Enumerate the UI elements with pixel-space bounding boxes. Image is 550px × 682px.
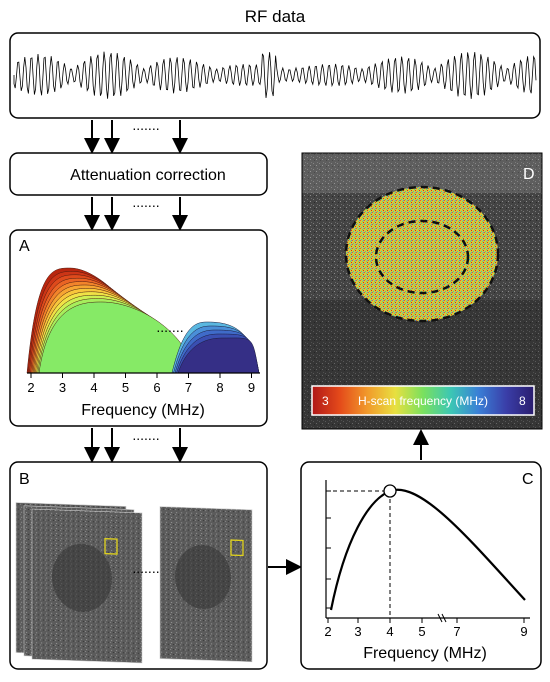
panel-a-ticks: 2 3 4 5 6 7 8 9 [27, 373, 255, 395]
panel-d-frame [301, 152, 543, 430]
panel-b-dots: ....... [132, 560, 159, 576]
colorbar-min-label: 3 [322, 394, 329, 408]
panel-a-tick-label: 5 [122, 380, 129, 395]
attenuation-box [9, 152, 268, 196]
panel-c-tick-label: 7 [453, 624, 460, 639]
panel-c [300, 461, 542, 670]
h-scan-overlay [346, 187, 498, 321]
arrows-rf-to-attenuation [84, 120, 188, 154]
cool-spectrum-5 [177, 337, 260, 374]
ultrasound-stack-left [15, 502, 143, 664]
colorbar [311, 385, 535, 416]
lesion-left [52, 543, 112, 612]
attenuation-label: Attenuation correction [70, 167, 226, 184]
cool-spectra [171, 321, 260, 374]
panel-c-xlabel: Frequency (MHz) [363, 645, 487, 662]
panel-a-tick-label: 7 [185, 380, 192, 395]
panel-c-tick-label: 2 [324, 624, 331, 639]
arrows-dots-1: ....... [132, 117, 159, 133]
colorbar-label: H-scan frequency (MHz) [358, 394, 488, 408]
panel-a-xlabel: Frequency (MHz) [81, 402, 205, 419]
arrows-a-to-b [84, 428, 188, 463]
roi-box-right [230, 539, 244, 557]
outer-contour [344, 185, 500, 323]
inner-contour [374, 219, 470, 295]
panel-c-tick-label: 9 [520, 624, 527, 639]
panel-b-letter: B [19, 471, 30, 488]
panel-a-tick-label: 6 [153, 380, 160, 395]
panel-c-letter: C [522, 471, 534, 488]
ultrasound-frame-right [159, 506, 253, 663]
panel-c-tick-label: 4 [386, 624, 393, 639]
axis-break [437, 613, 447, 623]
panel-a-tick-label: 3 [59, 380, 66, 395]
rf-waveform [13, 51, 537, 99]
rf-data-title: RF data [245, 7, 306, 26]
panel-c-tick-label: 5 [418, 624, 425, 639]
panel-c-tick-label: 3 [354, 624, 361, 639]
panel-d-letter: D [523, 166, 535, 183]
arrows-attenuation-to-a [84, 197, 188, 231]
panel-a-tick-label: 8 [216, 380, 223, 395]
roi-box-left [104, 537, 118, 555]
rf-data-box [9, 32, 541, 119]
warm-spectra [26, 267, 196, 374]
peak-marker [383, 484, 397, 498]
lesion-right [175, 545, 231, 610]
panel-a-tick-label: 2 [27, 380, 34, 395]
panel-c-x-ticks: 2 3 4 5 7 9 [324, 618, 528, 639]
panel-a-dots: ....... [156, 319, 183, 335]
panel-a-tick-label: 4 [90, 380, 97, 395]
panel-d: D 3 H-scan frequency (MHz) 8 [301, 152, 543, 430]
panel-a-tick-label: 9 [248, 380, 255, 395]
colorbar-max-label: 8 [519, 394, 526, 408]
arrows-dots-3: ....... [132, 427, 159, 443]
arrows-dots-2: ....... [132, 194, 159, 210]
panel-a-letter: A [19, 238, 30, 255]
